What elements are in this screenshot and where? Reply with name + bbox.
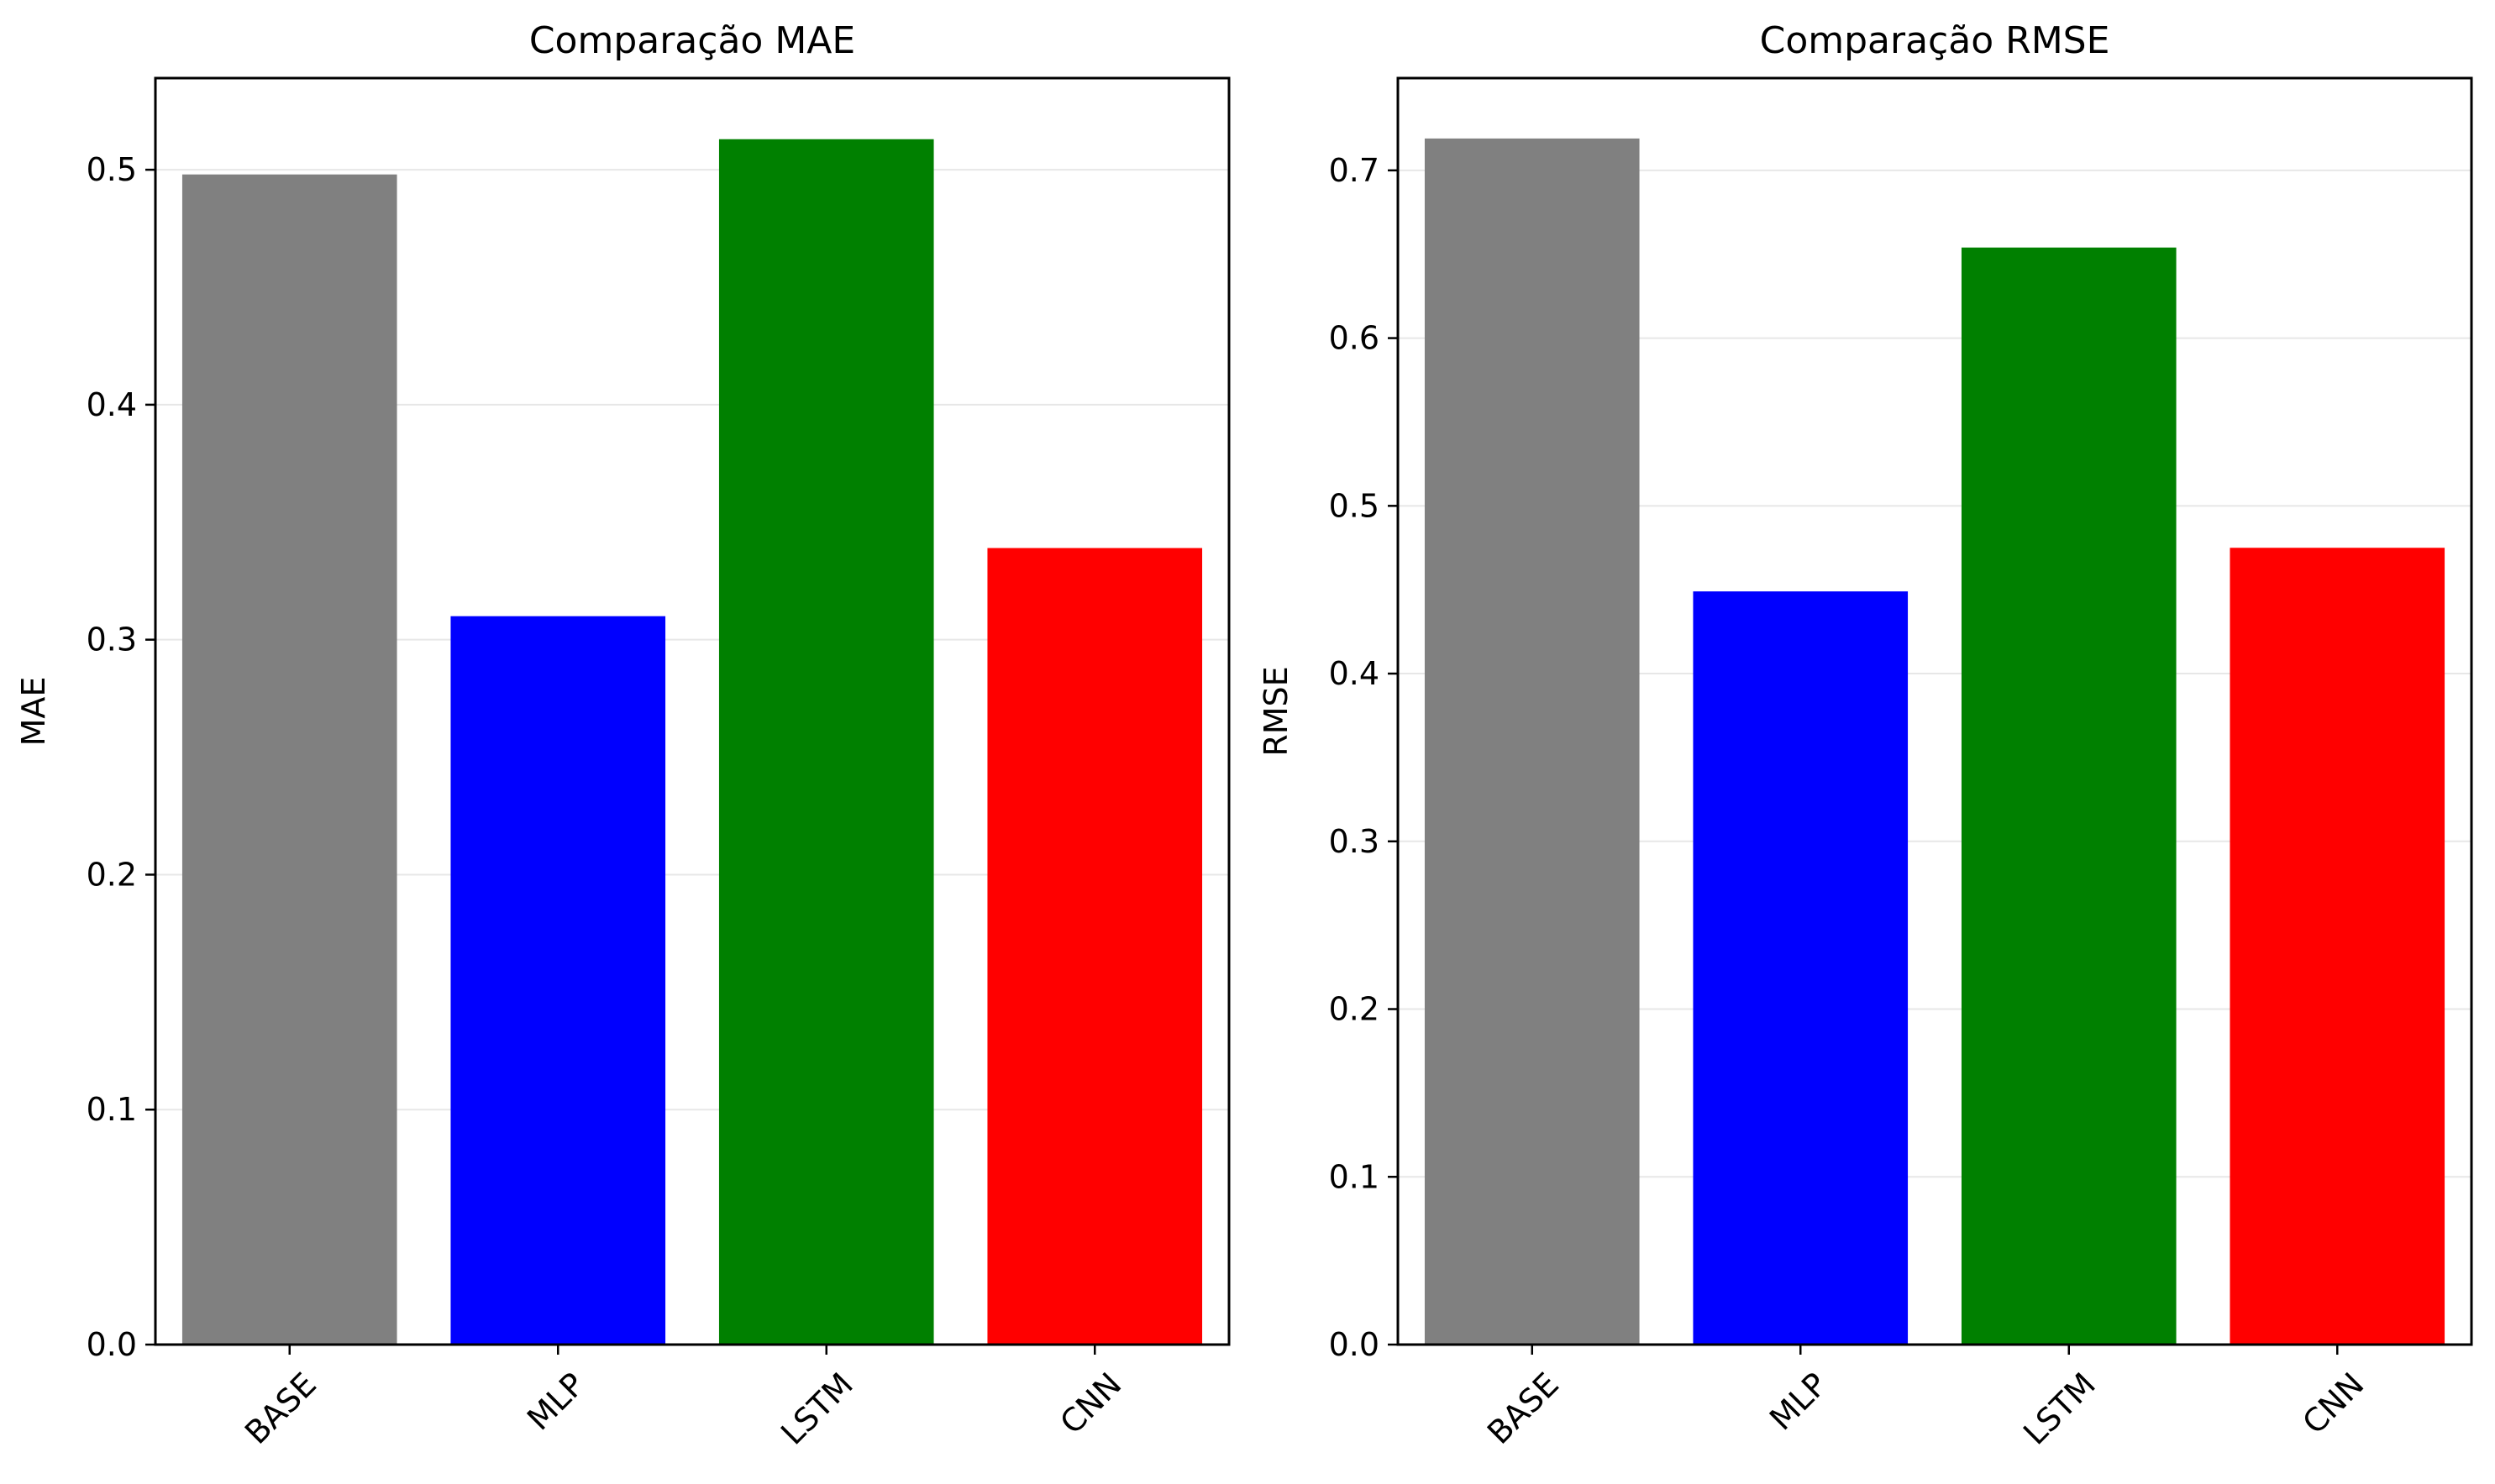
mae-y-tick-label: 0.0 [87, 1326, 137, 1363]
rmse-y-tick-label: 0.5 [1329, 487, 1379, 524]
rmse-y-tick-label: 0.0 [1329, 1326, 1379, 1363]
mae-axes-frame [154, 76, 1231, 1346]
rmse-y-tick-label: 0.1 [1329, 1158, 1379, 1195]
mae-bars [181, 139, 1203, 1345]
rmse-bars [1424, 138, 2445, 1345]
rmse-y-axis-label: RMSE [1258, 666, 1295, 756]
rmse-bar-cnn [2230, 548, 2445, 1345]
rmse-y-tick-label: 0.3 [1329, 823, 1379, 860]
mae-y-tick-label: 0.4 [87, 386, 137, 423]
mae-bar-lstm [718, 139, 934, 1345]
mae-y-tick-label: 0.2 [87, 856, 137, 893]
rmse-y-tick-label: 0.4 [1329, 655, 1379, 692]
mae-y-tick-label: 0.1 [87, 1091, 137, 1128]
rmse-chart-title: Comparação RMSE [1760, 19, 2110, 62]
rmse-axes-frame [1396, 76, 2473, 1346]
mae-y-tick-label: 0.3 [87, 621, 137, 658]
mae-y-tick-label: 0.5 [87, 151, 137, 188]
mae-chart-title: Comparação MAE [529, 19, 855, 62]
rmse-bar-base [1424, 138, 1640, 1345]
mae-bar-mlp [450, 616, 666, 1345]
mae-y-axis-label: MAE [15, 677, 52, 747]
rmse-bar-lstm [1961, 247, 2177, 1345]
rmse-bar-mlp [1693, 591, 1909, 1345]
mae-bar-cnn [987, 548, 1203, 1345]
mae-bar-base [181, 174, 397, 1345]
rmse-y-tick-label: 0.7 [1329, 152, 1379, 189]
rmse-y-tick-label: 0.6 [1329, 320, 1379, 357]
rmse-y-tick-label: 0.2 [1329, 991, 1379, 1028]
